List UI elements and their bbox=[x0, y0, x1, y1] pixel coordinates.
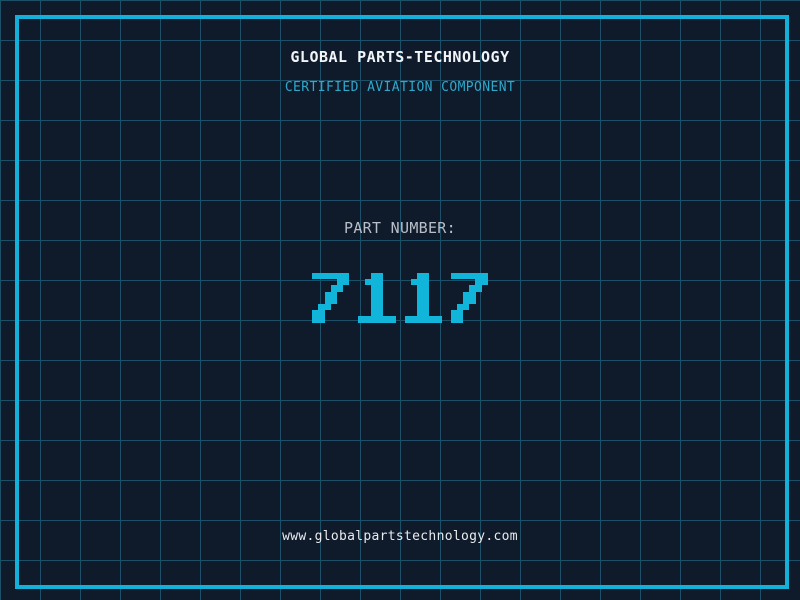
website-url: www.globalpartstechnology.com bbox=[282, 529, 518, 544]
part-number-digit bbox=[312, 273, 350, 323]
part-number-digit bbox=[404, 273, 442, 323]
part-number-text: 7117 bbox=[400, 273, 401, 274]
part-number-value: 7117 bbox=[0, 273, 800, 323]
part-number-label: PART NUMBER: bbox=[344, 219, 456, 237]
part-number-digit bbox=[358, 273, 396, 323]
company-title: GLOBAL PARTS-TECHNOLOGY bbox=[290, 48, 510, 66]
part-number-digit bbox=[450, 273, 488, 323]
border-frame bbox=[15, 15, 789, 589]
certification-subtitle: CERTIFIED AVIATION COMPONENT bbox=[284, 80, 516, 95]
